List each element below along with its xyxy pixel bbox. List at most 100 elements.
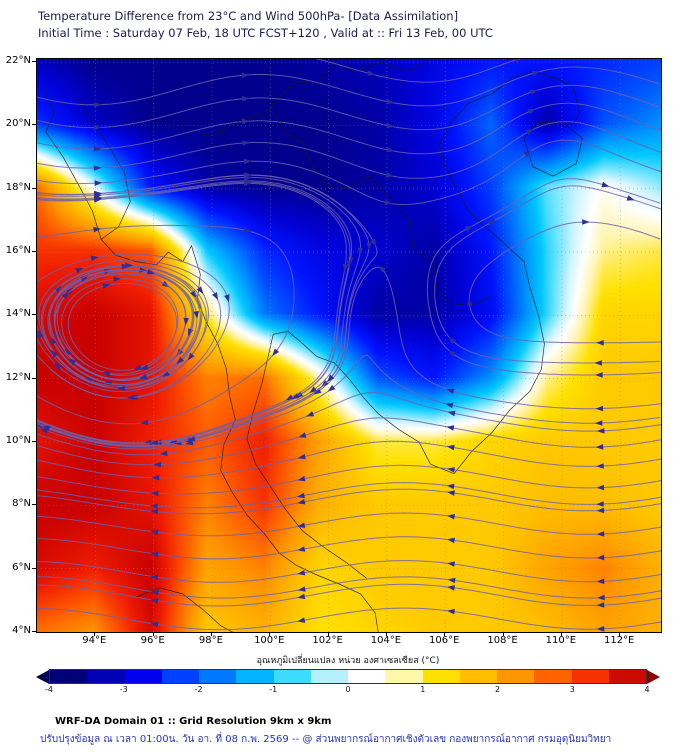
wind-arrow-icon [121,263,130,270]
wind-arrow-icon [150,439,158,446]
wind-arrow-icon [244,172,252,178]
colorbar-segment [571,670,609,683]
streamline [37,102,661,155]
wind-arrow-icon [447,490,455,496]
footer-domain-info: WRF-DA Domain 01 :: Grid Resolution 9km … [55,716,332,727]
streamline [37,224,295,425]
colorbar: อุณหภูมิเปลี่ยนแปลง หน่วย องศาเซลเซียส (… [36,653,660,696]
x-tick-label: 110°E [545,635,577,646]
wind-arrow-icon [386,98,395,105]
wind-arrow-icon [446,483,455,490]
colorbar-segment [385,670,423,683]
wind-arrow-icon [596,602,605,608]
wind-arrow-icon [464,225,473,232]
wind-arrow-icon [514,59,521,63]
streamline [37,560,661,583]
page-subtitle: Initial Time : Saturday 07 Feb, 18 UTC F… [38,26,493,40]
wind-arrow-icon [193,311,199,319]
colorbar-tick-label: 2 [494,685,501,694]
wind-arrow-icon [367,70,376,76]
x-tick-label: 104°E [370,635,402,646]
wind-arrow-icon [595,405,604,412]
wind-arrow-icon [306,411,315,417]
wind-arrow-icon [386,122,395,129]
streamline [37,536,661,560]
colorbar-bar [36,669,660,684]
wind-arrow-icon [447,561,455,567]
y-tick-label: 6°N [12,561,31,573]
streamline [37,354,661,450]
streamline [37,264,207,392]
colorbar-segment [310,670,348,683]
wind-arrow-icon [297,617,306,623]
wind-arrow-icon [594,420,603,426]
streamline [426,178,661,376]
x-tick-label: 96°E [140,635,165,646]
wind-arrow-icon [68,358,77,366]
streamline [37,84,661,131]
colorbar-tick-label: -3 [119,685,128,694]
wind-arrow-icon [378,266,386,273]
wind-arrow-icon [385,172,394,178]
wind-arrow-icon [626,195,635,201]
wind-arrow-icon [50,336,57,345]
wind-arrow-icon [595,444,604,450]
colorbar-tick-label: 1 [420,685,426,694]
y-tick-label: 4°N [12,625,31,636]
temperature-field-canvas [37,59,661,632]
wind-arrow-icon [596,531,605,537]
colorbar-segment [87,670,125,683]
map-frame [36,58,662,633]
wind-arrow-icon [146,269,155,275]
wind-arrow-icon [596,484,605,491]
y-tick-label: 22°N [5,55,31,67]
wind-arrow-icon [183,317,189,326]
wind-arrow-icon [446,444,455,451]
wind-arrow-icon [102,283,111,289]
wind-arrow-icon [297,475,306,482]
colorbar-segment [50,670,88,683]
wind-arrow-icon [243,158,252,165]
colorbar-segment [124,670,162,683]
colorbar-ticks: -4 -3 -2 -1 0 1 2 3 4 [45,685,650,696]
wind-arrow-icon [93,196,102,202]
x-tick-label: 98°E [198,635,223,646]
wind-arrow-icon [150,621,159,628]
streamline [37,174,378,447]
x-tick-label: 112°E [603,635,635,646]
wind-arrow-icon [159,450,168,457]
wind-arrow-icon [150,529,159,536]
wind-arrow-icon [487,220,496,227]
wind-arrow-icon [527,108,536,115]
wind-arrow-icon [597,594,605,601]
streamline [37,488,661,515]
coastline [523,121,583,177]
coastline [272,112,493,307]
streamline [37,176,362,446]
wind-arrow-icon [297,499,306,505]
wind-arrow-icon [446,388,455,395]
colorbar-label: อุณหภูมิเปลี่ยนแปลง หน่วย องศาเซลเซียส (… [256,656,440,666]
wind-arrow-icon [594,360,602,366]
wind-arrow-icon [291,393,300,400]
colorbar-segment [608,670,646,683]
wind-arrow-icon [596,626,605,632]
wind-arrow-icon [94,124,102,131]
colorbar-segment [348,670,386,683]
wind-arrow-icon [447,585,455,591]
wind-arrow-icon [531,70,540,77]
wind-arrow-icon [94,102,102,108]
wind-arrow-icon [596,554,605,561]
colorbar-left-arrow-icon [36,669,49,684]
wind-arrow-icon [140,419,149,426]
wind-arrow-icon [113,276,121,282]
wind-arrow-icon [242,140,251,146]
streamline [37,139,661,206]
streamline [37,266,661,448]
wind-arrow-icon [366,242,372,250]
streamline [37,181,351,445]
coastline [135,587,234,632]
y-tick-label: 14°N [5,308,31,320]
wind-arrow-icon [466,298,473,306]
wind-arrow-icon [297,569,306,576]
